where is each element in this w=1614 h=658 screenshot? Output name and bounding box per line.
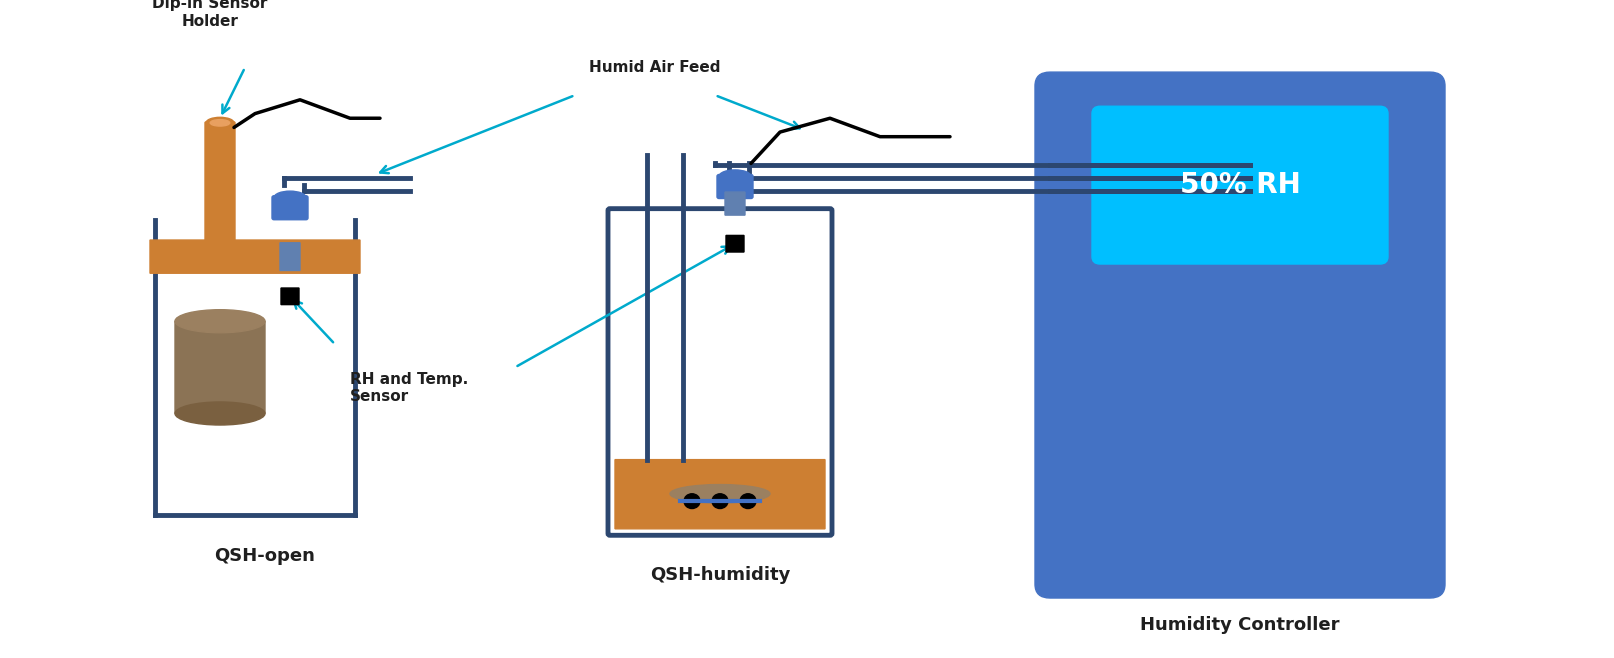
FancyBboxPatch shape (1035, 72, 1445, 598)
Circle shape (739, 494, 755, 509)
Ellipse shape (210, 120, 229, 126)
Ellipse shape (174, 310, 265, 333)
FancyBboxPatch shape (615, 460, 825, 529)
FancyBboxPatch shape (205, 122, 236, 241)
Ellipse shape (718, 170, 751, 183)
Ellipse shape (207, 117, 234, 128)
FancyBboxPatch shape (725, 192, 746, 215)
Text: Dip-in Sensor
Holder: Dip-in Sensor Holder (152, 0, 268, 29)
Ellipse shape (174, 402, 265, 425)
FancyBboxPatch shape (717, 174, 754, 199)
FancyBboxPatch shape (1093, 106, 1388, 264)
FancyBboxPatch shape (273, 195, 308, 220)
FancyBboxPatch shape (174, 321, 265, 413)
Text: 50% RH: 50% RH (1180, 171, 1301, 199)
FancyBboxPatch shape (279, 243, 300, 270)
Text: QSH-humidity: QSH-humidity (650, 566, 791, 584)
Text: QSH-open: QSH-open (215, 547, 315, 565)
FancyBboxPatch shape (150, 240, 360, 273)
FancyBboxPatch shape (281, 288, 299, 305)
FancyBboxPatch shape (726, 236, 744, 252)
Circle shape (684, 494, 700, 509)
Ellipse shape (274, 191, 307, 204)
Text: Humidity Controller: Humidity Controller (1139, 617, 1340, 634)
Ellipse shape (670, 484, 770, 503)
Text: Humid Air Feed: Humid Air Feed (589, 60, 721, 75)
Text: RH and Temp.
Sensor: RH and Temp. Sensor (350, 372, 468, 405)
Circle shape (712, 494, 728, 509)
